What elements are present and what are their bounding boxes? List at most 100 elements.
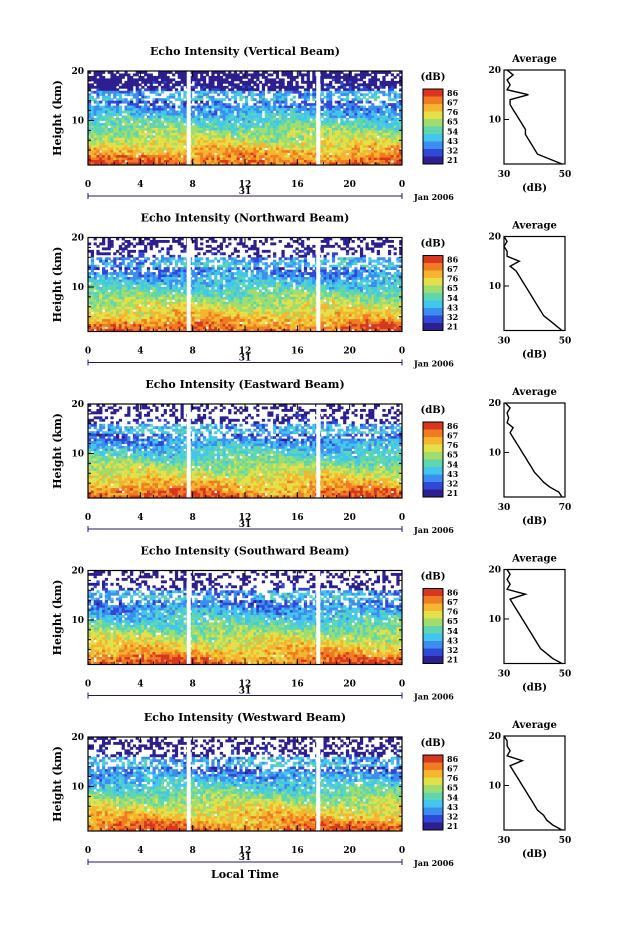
heatmap-cell	[329, 125, 333, 129]
heatmap-cell	[334, 147, 338, 151]
heatmap-cell	[124, 122, 128, 126]
heatmap-cell	[144, 127, 148, 131]
heatmap-cell	[121, 257, 125, 261]
heatmap-cell	[225, 120, 229, 124]
heatmap-cell	[130, 135, 134, 139]
heatmap-cell	[303, 115, 308, 119]
heatmap-cell	[160, 110, 165, 114]
heatmap-cell	[376, 88, 380, 92]
heatmap-cell	[373, 137, 378, 141]
heatmap-cell	[357, 120, 361, 124]
heatmap-cell	[371, 125, 375, 129]
heatmap-cell	[331, 135, 336, 139]
heatmap-cell	[177, 135, 181, 139]
heatmap-cell	[163, 103, 167, 107]
heatmap-cell	[359, 150, 364, 154]
heatmap-cell	[90, 150, 94, 154]
colorbar-tick-label: 65	[447, 117, 458, 127]
heatmap-cell	[93, 272, 97, 275]
heatmap-cell	[130, 142, 134, 146]
heatmap-cell	[379, 105, 383, 109]
x-tick-label: 12	[239, 180, 252, 190]
heatmap-cell	[132, 108, 137, 111]
heatmap-cell	[334, 277, 338, 280]
heatmap-cell	[385, 83, 389, 87]
heatmap-cell	[183, 95, 187, 99]
heatmap-cell	[146, 95, 151, 99]
heatmap-cell	[267, 132, 271, 136]
heatmap-cell	[351, 269, 355, 273]
heatmap-cell	[90, 254, 94, 258]
heatmap-cell	[205, 142, 209, 146]
heatmap-cell	[362, 142, 366, 146]
heatmap-cell	[169, 254, 173, 258]
heatmap-cell	[303, 259, 308, 263]
heatmap-cell	[233, 137, 237, 141]
heatmap-cell	[371, 110, 375, 114]
heatmap-cell	[110, 83, 114, 87]
heatmap-cell	[351, 132, 355, 136]
heatmap-cell	[160, 71, 165, 74]
heatmap-cell	[334, 269, 338, 273]
heatmap-cell	[354, 115, 358, 119]
heatmap-cell	[116, 272, 120, 275]
heatmap-cell	[337, 147, 341, 151]
heatmap-cell	[343, 120, 347, 124]
heatmap-cell	[225, 262, 229, 266]
heatmap-cell	[309, 282, 313, 285]
heatmap-cell	[306, 120, 310, 124]
heatmap-cell	[281, 252, 285, 256]
heatmap-cell	[104, 282, 109, 285]
heatmap-cell	[118, 73, 123, 77]
heatmap-cell	[96, 100, 100, 104]
heatmap-cell	[239, 98, 243, 102]
heatmap-cell	[326, 274, 330, 278]
heatmap-cell	[354, 75, 358, 79]
heatmap-cell	[281, 150, 285, 154]
heatmap-cell	[354, 95, 358, 99]
heatmap-cell	[267, 90, 271, 94]
heatmap-cell	[149, 78, 153, 82]
heatmap-cell	[200, 110, 204, 114]
heatmap-cell	[309, 130, 313, 134]
heatmap-cell	[256, 277, 260, 280]
heatmap-cell	[230, 137, 235, 141]
heatmap-cell	[267, 152, 271, 156]
heatmap-cell	[135, 140, 139, 144]
heatmap-cell	[93, 282, 97, 285]
heatmap-cell	[166, 71, 170, 74]
heatmap-cell	[216, 80, 221, 84]
heatmap-cell	[116, 113, 120, 116]
heatmap-cell	[329, 135, 333, 139]
heatmap-cell	[334, 80, 338, 84]
heatmap-cell	[323, 120, 327, 124]
heatmap-cell	[228, 257, 232, 261]
heatmap-cell	[99, 75, 103, 79]
heatmap-cell	[138, 142, 142, 146]
heatmap-cell	[337, 103, 341, 107]
heatmap-cell	[334, 73, 338, 77]
heatmap-cell	[216, 142, 221, 146]
heatmap-cell	[289, 125, 294, 129]
heatmap-cell	[331, 257, 336, 261]
heatmap-cell	[96, 120, 100, 124]
heatmap-cell	[197, 147, 201, 151]
heatmap-cell	[102, 162, 106, 166]
heatmap-cell	[169, 125, 173, 129]
heatmap-cell	[116, 127, 120, 131]
heatmap-cell	[247, 157, 251, 161]
heatmap-cell	[278, 85, 282, 89]
heatmap-cell	[130, 269, 134, 273]
heatmap-cell	[348, 150, 352, 154]
heatmap-cell	[180, 279, 184, 283]
heatmap-cell	[205, 125, 209, 129]
heatmap-cell	[127, 137, 131, 141]
heatmap-cell	[102, 80, 106, 84]
heatmap-cell	[222, 252, 226, 256]
heatmap-cell	[387, 122, 392, 126]
heatmap-cell	[141, 282, 145, 285]
heatmap-cell	[292, 279, 296, 283]
heatmap-cell	[152, 120, 156, 124]
heatmap-cell	[287, 160, 291, 163]
heatmap-cell	[135, 113, 139, 116]
